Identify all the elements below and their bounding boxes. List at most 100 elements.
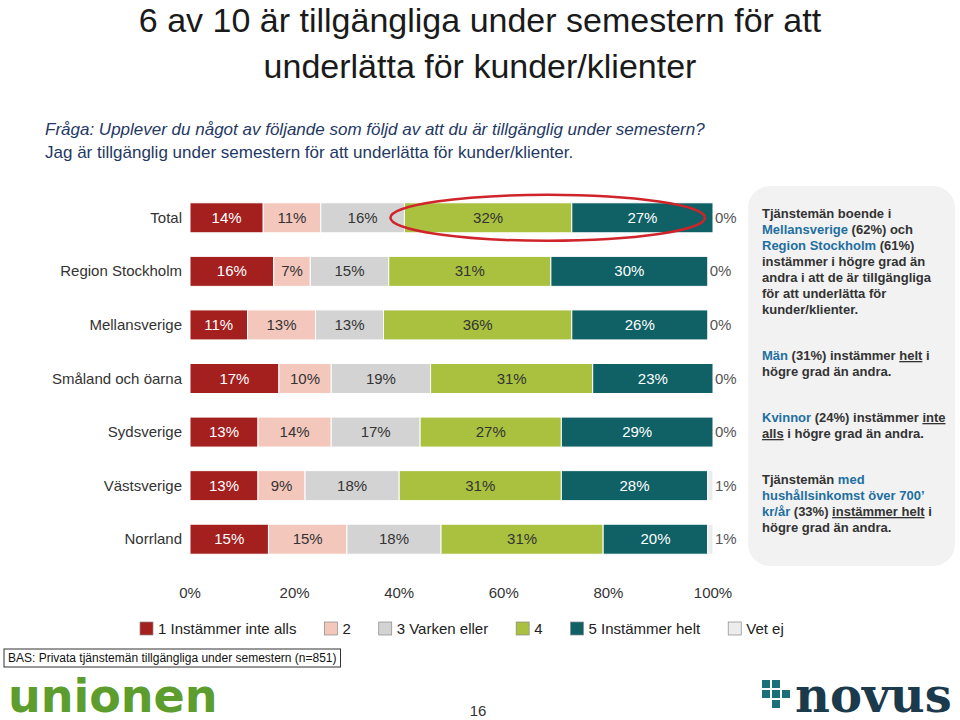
- tick-label: 80%: [593, 584, 623, 601]
- bar-segment: [708, 471, 713, 501]
- data-label: 17%: [361, 423, 391, 440]
- bar-segment: [331, 417, 420, 447]
- bar-segment: [274, 256, 311, 286]
- bar-segment: [305, 471, 399, 501]
- annotation-line: andra i att de är tillgängliga: [762, 270, 932, 285]
- tick-label: 100%: [694, 584, 732, 601]
- logo-square: [762, 690, 770, 698]
- data-label: 13%: [209, 477, 239, 494]
- bar-segment: [321, 203, 405, 233]
- annotation-run: högre grad än andra.: [762, 520, 891, 535]
- bar-segment: [190, 256, 274, 286]
- annotation-run: Kvinnor: [762, 410, 811, 425]
- data-label: 29%: [622, 423, 652, 440]
- annotation-line: alls i högre grad än andra.: [762, 426, 924, 441]
- bar-segment: [572, 310, 708, 340]
- legend-label: 5 Instämmer helt: [589, 620, 702, 637]
- data-label: 27%: [627, 209, 657, 226]
- data-label: 14%: [212, 209, 242, 226]
- logo: novus: [795, 667, 952, 720]
- annotation-line: Tjänstemän boende i: [762, 206, 891, 221]
- annotation-line: högre grad än andra.: [762, 520, 891, 535]
- annotation-run: (61%): [876, 238, 914, 253]
- annotation-run: (24%) instämmer: [811, 410, 922, 425]
- data-label: 9%: [271, 477, 293, 494]
- annotation-line: hushållsinkomst över 700’: [762, 488, 925, 503]
- annotation-run: i: [922, 348, 929, 363]
- data-label: 18%: [379, 530, 409, 547]
- annotation-run: hushållsinkomst över 700’: [762, 488, 925, 503]
- bar-segment: [258, 471, 305, 501]
- data-label: 0%: [715, 423, 737, 440]
- tick-label: 60%: [489, 584, 519, 601]
- bar-segment: [190, 364, 279, 394]
- bar-segment: [603, 524, 708, 554]
- annotation-run: instämmer helt: [832, 504, 925, 519]
- category-label: Västsverige: [104, 477, 182, 494]
- data-label: 31%: [465, 477, 495, 494]
- data-label: 15%: [293, 530, 323, 547]
- annotation-run: Tjänstemän: [762, 472, 838, 487]
- data-label: 27%: [476, 423, 506, 440]
- category-label: Småland och öarna: [52, 370, 183, 387]
- legend-label: 2: [342, 620, 350, 637]
- legend-swatch: [324, 622, 337, 635]
- bar-segment: [190, 417, 258, 447]
- annotation-line: Män (31%) instämmer helt i: [762, 348, 930, 363]
- bar-segment: [713, 203, 714, 233]
- bar-segment: [389, 256, 551, 286]
- data-label: 10%: [290, 370, 320, 387]
- annotation-line: Region Stockholm (61%): [762, 238, 914, 253]
- bar-segment: [713, 417, 714, 447]
- annotation-run: (62%) och: [848, 222, 913, 237]
- legend-swatch: [571, 622, 584, 635]
- bar-segment: [561, 471, 707, 501]
- data-label: 16%: [217, 262, 247, 279]
- bar-segment: [561, 417, 713, 447]
- data-label: 31%: [507, 530, 537, 547]
- legend-label: Vet ej: [746, 620, 784, 637]
- bar-segment: [713, 364, 714, 394]
- legend-swatch: [140, 622, 153, 635]
- data-label: 16%: [348, 209, 378, 226]
- annotation-line: Kvinnor (24%) instämmer inte: [762, 410, 946, 425]
- annotation-line: kr/år (33%) instämmer helt i: [762, 504, 932, 519]
- annotation-run: Män: [762, 348, 788, 363]
- bar-segment: [593, 364, 713, 394]
- data-label: 17%: [219, 370, 249, 387]
- category-label: Mellansverige: [89, 316, 182, 333]
- bar-segment: [268, 524, 346, 554]
- bar-segment: [420, 417, 561, 447]
- bar-segment: [347, 524, 441, 554]
- data-label: 1%: [715, 530, 737, 547]
- bar-segment: [190, 310, 248, 340]
- bar-segment: [404, 203, 571, 233]
- annotation-run: helt: [899, 348, 923, 363]
- bar-segment: [551, 256, 708, 286]
- bar-segment: [310, 256, 388, 286]
- bar-segment: [190, 471, 258, 501]
- subtitle: Fråga: Upplever du något av följande som…: [45, 120, 705, 139]
- annotation-line: högre grad än andra.: [762, 364, 891, 379]
- annotation-run: i högre grad än andra.: [784, 426, 924, 441]
- legend: 1 Instämmer inte alls23 Varken eller45 I…: [140, 620, 784, 637]
- bars: [190, 203, 713, 554]
- bar-segment: [331, 364, 430, 394]
- bar-segment: [190, 203, 263, 233]
- annotation-run: instämmer i högre grad än: [762, 254, 925, 269]
- bar-segment: [190, 524, 268, 554]
- annotation-line: instämmer i högre grad än: [762, 254, 925, 269]
- tick-label: 20%: [280, 584, 310, 601]
- data-label: 0%: [715, 209, 737, 226]
- logo-square: [772, 680, 780, 688]
- annotation-run: Tjänstemän boende i: [762, 206, 891, 221]
- title: underlätta för kunder/klienter: [264, 47, 697, 85]
- annotation-line: för att underlätta för: [762, 286, 886, 301]
- legend-swatch: [516, 622, 529, 635]
- data-label: 14%: [280, 423, 310, 440]
- annotation-run: (31%) instämmer: [788, 348, 899, 363]
- data-labels: 14%11%16%32%27%0%16%7%15%31%30%0%11%13%1…: [204, 209, 736, 547]
- data-label: 11%: [278, 209, 307, 226]
- legend-label: 4: [534, 620, 542, 637]
- bar-segment: [441, 524, 603, 554]
